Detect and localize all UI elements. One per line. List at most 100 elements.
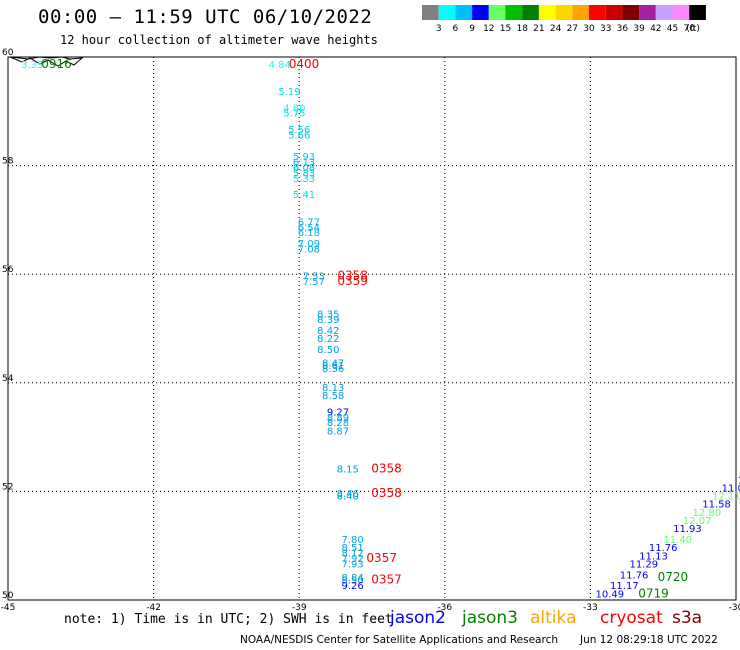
y-tick-label: 56 (2, 265, 14, 275)
credit-line: NOAA/NESDIS Center for Satellite Applica… (240, 634, 558, 646)
swh-value: 5.56 (288, 125, 310, 136)
swh-value: 11. (738, 475, 740, 486)
swh-value: 7.93 (341, 559, 363, 570)
y-tick-label: 58 (2, 157, 14, 167)
pass-time: 0358 (337, 269, 368, 283)
pass-time: 0357 (371, 573, 402, 587)
colorbar-unit: (ft) (686, 24, 700, 34)
swh-value: 8.61 (322, 361, 344, 372)
swh-value: 8.12 (341, 549, 363, 560)
swh-value: 11.17 (610, 581, 639, 592)
swh-value: 8.39 (317, 315, 339, 326)
pass-time: 0400 (289, 57, 320, 71)
swh-value: 7.57 (303, 277, 325, 288)
swh-value: 12.80 (693, 508, 722, 519)
color-legend: 3 6 9 12 15 18 21 24 27 30 33 36 39 42 45 70(ft) (422, 5, 706, 34)
swh-value: 8.15 (337, 464, 359, 475)
colorbar-label: 42 (650, 24, 661, 34)
colorbar-label: 6 (453, 24, 459, 34)
swh-value: 8.13 (322, 383, 344, 394)
legend-cryosat: cryosat (600, 608, 663, 628)
swh-value: 5.66 (288, 130, 310, 141)
colorbar-swatch (538, 5, 556, 20)
x-tick-label: -30 (729, 603, 740, 613)
swh-value: 3.35 (21, 60, 43, 71)
plot-frame (7, 56, 737, 601)
swh-value: 4.80 (283, 103, 305, 114)
swh-value: 11.13 (639, 551, 668, 562)
swh-value: 11.01 (722, 483, 740, 494)
y-tick-label: 60 (2, 48, 14, 58)
swh-value: 8.42 (317, 326, 339, 337)
colorbar-swatch (472, 5, 489, 20)
swh-value: 8.50 (341, 576, 363, 587)
chart-subtitle: 12 hour collection of altimeter wave hei… (60, 33, 378, 47)
colorbar-swatch (422, 5, 439, 20)
swh-value: 8.40 (337, 492, 359, 503)
swh-value: 9.26 (341, 581, 363, 592)
pass-time: 0916 (41, 57, 72, 71)
swh-value: 12.11 (712, 492, 740, 503)
x-tick-label: -36 (437, 603, 452, 613)
grid-lines (8, 57, 736, 600)
data-points: 3.35 4.84 5.19 4.805.75 5.565.66 5.936.136.08… (21, 60, 740, 600)
colorbar-swatch (689, 5, 706, 20)
pass-time: 0358 (371, 486, 402, 500)
colorbar-label: 36 (617, 24, 629, 34)
colorbar-label: 45 (667, 24, 678, 34)
swh-value: 4.84 (269, 60, 291, 71)
swh-value: 11.29 (629, 559, 658, 570)
chart-title: 00:00 – 11:59 UTC 06/10/2022 (38, 6, 373, 28)
generated-timestamp: Jun 12 08:29:18 UTC 2022 (580, 634, 718, 646)
swh-value: 11.76 (649, 543, 678, 554)
swh-value: 10.49 (595, 589, 624, 600)
swh-value: 7.08 (298, 244, 320, 255)
x-tick-label: -39 (292, 603, 307, 613)
legend-jason2: jason2 (390, 608, 446, 628)
swh-value: 7.09 (298, 239, 320, 250)
legend-s3a: s3a (672, 608, 703, 628)
swh-value: 11.93 (673, 524, 702, 535)
swh-value: 8.89 (327, 413, 349, 424)
legend-jason3: jason3 (462, 608, 518, 628)
colorbar-swatch (505, 5, 523, 20)
colorbar-label: 3 (436, 24, 442, 34)
swh-value: 6.08 (293, 163, 315, 174)
pass-time: 0719 (638, 586, 669, 600)
colorbar-swatch (455, 5, 473, 20)
colorbar-swatch (438, 5, 456, 20)
swh-value: 7.80 (341, 535, 363, 546)
colorbar-swatch (605, 5, 623, 20)
swh-value: 11.76 (620, 570, 649, 581)
pass-time: 0357 (366, 551, 397, 565)
colorbar-swatch (655, 5, 673, 20)
swh-value: 5.41 (293, 190, 315, 201)
swh-value: 5.19 (278, 87, 300, 98)
colorbar-swatch (572, 5, 589, 20)
swh-value: 6.18 (298, 228, 320, 239)
swh-value: 11.40 (663, 535, 692, 546)
swh-value: 6.77 (298, 217, 320, 228)
swh-value: 5.33 (293, 174, 315, 185)
colorbar-swatch (555, 5, 573, 20)
x-tick-label: -33 (583, 603, 598, 613)
swh-value: 5.93 (293, 152, 315, 163)
colorbar-label: 24 (550, 24, 562, 34)
swh-value: 6.54 (298, 223, 320, 234)
y-tick-label: 54 (2, 374, 14, 384)
pass-time: 0359 (337, 274, 368, 288)
colorbar-swatch (639, 5, 656, 20)
swh-value: 8.22 (317, 334, 339, 345)
swh-value: 12.07 (683, 516, 712, 527)
x-tick-label: -45 (1, 603, 16, 613)
colorbar-label: 21 (533, 24, 544, 34)
colorbar-label: 30 (583, 24, 595, 34)
swh-value: 8.84 (341, 573, 363, 584)
swh-value: 8.46 (337, 489, 359, 500)
swh-value: 9.27 (327, 407, 349, 418)
colorbar-label: 18 (516, 24, 528, 34)
legend-altika: altika (530, 608, 577, 628)
swh-value: 11.58 (702, 500, 731, 511)
colorbar-label: 15 (500, 24, 511, 34)
